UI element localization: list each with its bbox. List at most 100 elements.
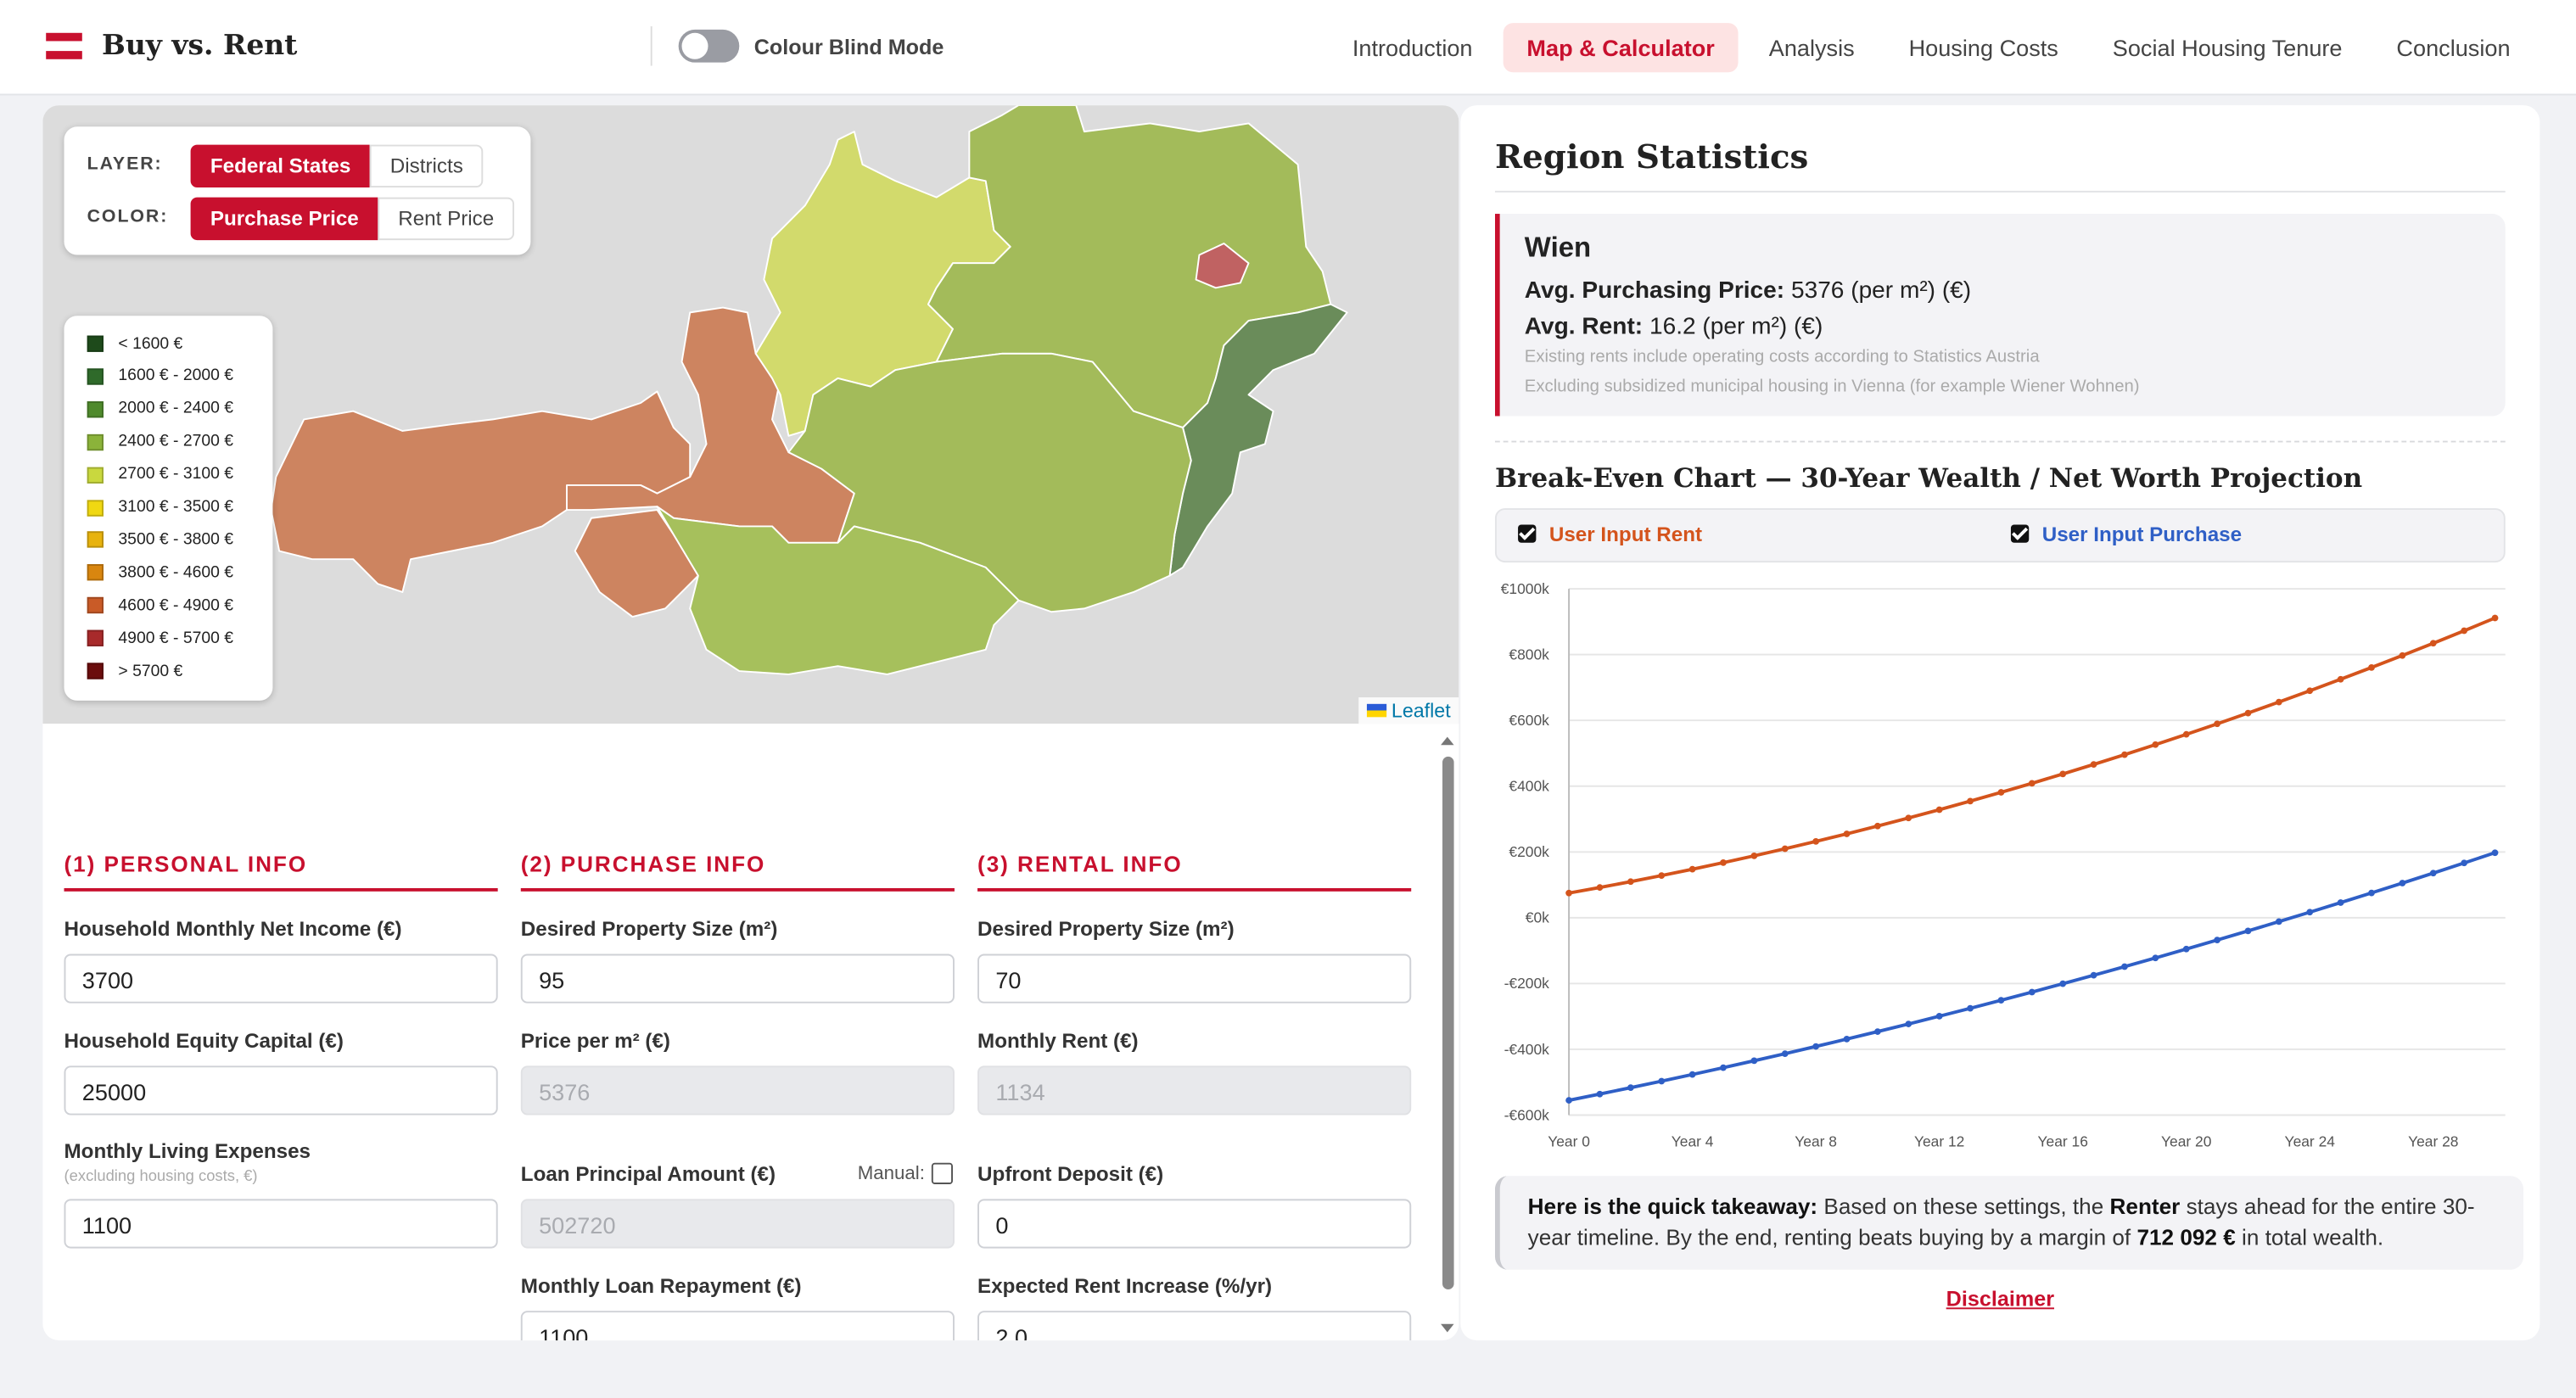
legend-checkbox[interactable] bbox=[2010, 524, 2030, 543]
input-field[interactable]: 1100 bbox=[520, 1311, 955, 1341]
x-tick-label: Year 20 bbox=[2161, 1132, 2212, 1149]
region-burgenland[interactable] bbox=[1168, 303, 1348, 577]
input-field[interactable]: 2.0 bbox=[977, 1311, 1412, 1341]
legend-label: 3800 € - 4600 € bbox=[118, 563, 234, 582]
data-point bbox=[1874, 1028, 1881, 1035]
stat-note: Existing rents include operating costs a… bbox=[1524, 347, 2040, 367]
legend-label: 1600 € - 2000 € bbox=[118, 367, 234, 386]
data-point bbox=[2429, 640, 2437, 647]
input-field[interactable]: 25000 bbox=[64, 1065, 498, 1116]
section-underline bbox=[520, 887, 955, 892]
data-point bbox=[1627, 878, 1634, 886]
disclaimer-link[interactable]: Disclaimer bbox=[1946, 1286, 2055, 1311]
stat-label: Avg. Purchasing Price: bbox=[1524, 277, 1785, 305]
option-button[interactable]: Rent Price bbox=[378, 197, 514, 241]
data-point bbox=[2244, 709, 2252, 717]
x-tick-label: Year 16 bbox=[2038, 1132, 2088, 1149]
field-note: (excluding housing costs, €) bbox=[64, 1167, 258, 1186]
takeaway-text: 712 092 € bbox=[2136, 1225, 2236, 1250]
disclaimer-row: Disclaimer bbox=[1460, 1284, 2540, 1314]
legend-swatch bbox=[87, 400, 104, 418]
layer-control: LAYER: Federal States Districts COLOR: Pu… bbox=[64, 126, 531, 255]
takeaway: Here is the quick takeaway: Based on the… bbox=[1494, 1176, 2524, 1270]
right-panel: Region Statistics Wien Avg. Purchasing P… bbox=[1460, 105, 2540, 1341]
legend-item[interactable]: User Input Purchase bbox=[2010, 523, 2243, 546]
nav-item[interactable]: Introduction bbox=[1352, 34, 1473, 61]
field-label: Upfront Deposit (€) bbox=[977, 1162, 1164, 1186]
x-tick-label: Year 24 bbox=[2285, 1132, 2336, 1149]
scrollbar[interactable] bbox=[1437, 734, 1457, 1339]
data-point bbox=[1596, 884, 1604, 892]
data-point bbox=[2399, 651, 2406, 659]
data-point bbox=[1720, 859, 1727, 866]
region-wien[interactable] bbox=[1195, 242, 1250, 289]
x-tick-label: Year 4 bbox=[1672, 1132, 1714, 1149]
input-field: 5376 bbox=[520, 1065, 955, 1116]
nav-item[interactable]: Social Housing Tenure bbox=[2112, 34, 2343, 61]
legend-swatch bbox=[87, 629, 104, 647]
data-point bbox=[2275, 698, 2282, 706]
chart-legend: User Input Rent User Input Purchase bbox=[1494, 508, 2506, 563]
stat-value: 5376 (per m²) (€) bbox=[1790, 277, 1972, 305]
legend-label: User Input Purchase bbox=[2041, 523, 2243, 546]
data-point bbox=[2121, 751, 2128, 758]
option-button[interactable]: Purchase Price bbox=[190, 197, 378, 241]
y-tick-label: -€200k bbox=[1504, 975, 1550, 992]
attribution-link[interactable]: Leaflet bbox=[1391, 698, 1451, 723]
y-tick-label: €600k bbox=[1509, 712, 1549, 729]
region-card: Wien Avg. Purchasing Price: 5376 (per m²… bbox=[1494, 214, 2506, 417]
header: Buy vs. Rent Colour Blind Mode Introduct… bbox=[0, 0, 2576, 96]
section-underline bbox=[64, 887, 498, 892]
data-point bbox=[1688, 1071, 1696, 1078]
divider bbox=[650, 26, 652, 66]
legend-item[interactable]: User Input Rent bbox=[1518, 523, 1702, 546]
input-field[interactable]: 3700 bbox=[64, 953, 498, 1004]
data-point bbox=[2491, 849, 2499, 857]
takeaway-text: stays ahead for the entire 30-year timel… bbox=[1527, 1194, 2475, 1250]
input-field[interactable]: 95 bbox=[520, 953, 955, 1004]
legend-item: 3500 € - 3800 € bbox=[87, 530, 233, 550]
data-point bbox=[2152, 954, 2159, 962]
legend-swatch bbox=[87, 499, 104, 516]
legend-label: 2000 € - 2400 € bbox=[118, 400, 234, 419]
data-point bbox=[2306, 687, 2314, 695]
manual-checkbox[interactable] bbox=[931, 1162, 953, 1184]
nav-item[interactable]: Housing Costs bbox=[1908, 34, 2058, 61]
brand[interactable]: Buy vs. Rent bbox=[102, 29, 298, 63]
data-point bbox=[1750, 852, 1758, 859]
data-point bbox=[2090, 971, 2097, 979]
input-field[interactable]: 70 bbox=[977, 953, 1412, 1004]
nav-item[interactable]: Analysis bbox=[1768, 34, 1855, 61]
legend-item: 2400 € - 2700 € bbox=[87, 432, 233, 451]
color-options: Purchase Price Rent Price bbox=[190, 197, 514, 241]
field-label: Price per m² (€) bbox=[520, 1029, 671, 1053]
data-point bbox=[1658, 1077, 1666, 1085]
toggle-switch[interactable] bbox=[678, 29, 740, 63]
map: LAYER: Federal States Districts COLOR: Pu… bbox=[42, 105, 1459, 724]
data-point bbox=[1812, 1043, 1820, 1050]
data-point bbox=[2090, 761, 2097, 769]
stat-label: Avg. Rent: bbox=[1524, 314, 1644, 341]
data-point bbox=[2337, 675, 2344, 683]
stat-value: 16.2 (per m²) (€) bbox=[1649, 314, 1823, 341]
y-tick-label: €1000k bbox=[1501, 580, 1549, 597]
region-osttirol[interactable] bbox=[574, 509, 699, 618]
input-field[interactable]: 1100 bbox=[64, 1199, 498, 1249]
region-steiermark[interactable] bbox=[787, 352, 1192, 613]
legend-swatch bbox=[87, 368, 104, 385]
option-button[interactable]: Districts bbox=[370, 144, 484, 188]
input-field[interactable]: 0 bbox=[977, 1199, 1412, 1249]
legend-label: 4600 € - 4900 € bbox=[118, 596, 234, 615]
y-tick-label: €200k bbox=[1509, 843, 1549, 860]
option-button[interactable]: Federal States bbox=[190, 144, 371, 188]
legend-checkbox[interactable] bbox=[1518, 524, 1537, 543]
data-point bbox=[1967, 1004, 1974, 1012]
data-point bbox=[2275, 918, 2282, 925]
region-kaernten[interactable] bbox=[656, 506, 1020, 675]
nav-item[interactable]: Map & Calculator bbox=[1504, 23, 1738, 73]
data-point bbox=[2059, 980, 2067, 987]
legend-label: 3100 € - 3500 € bbox=[118, 498, 234, 517]
nav-item[interactable]: Conclusion bbox=[2396, 34, 2511, 61]
legend-item: 1600 € - 2000 € bbox=[87, 366, 233, 386]
